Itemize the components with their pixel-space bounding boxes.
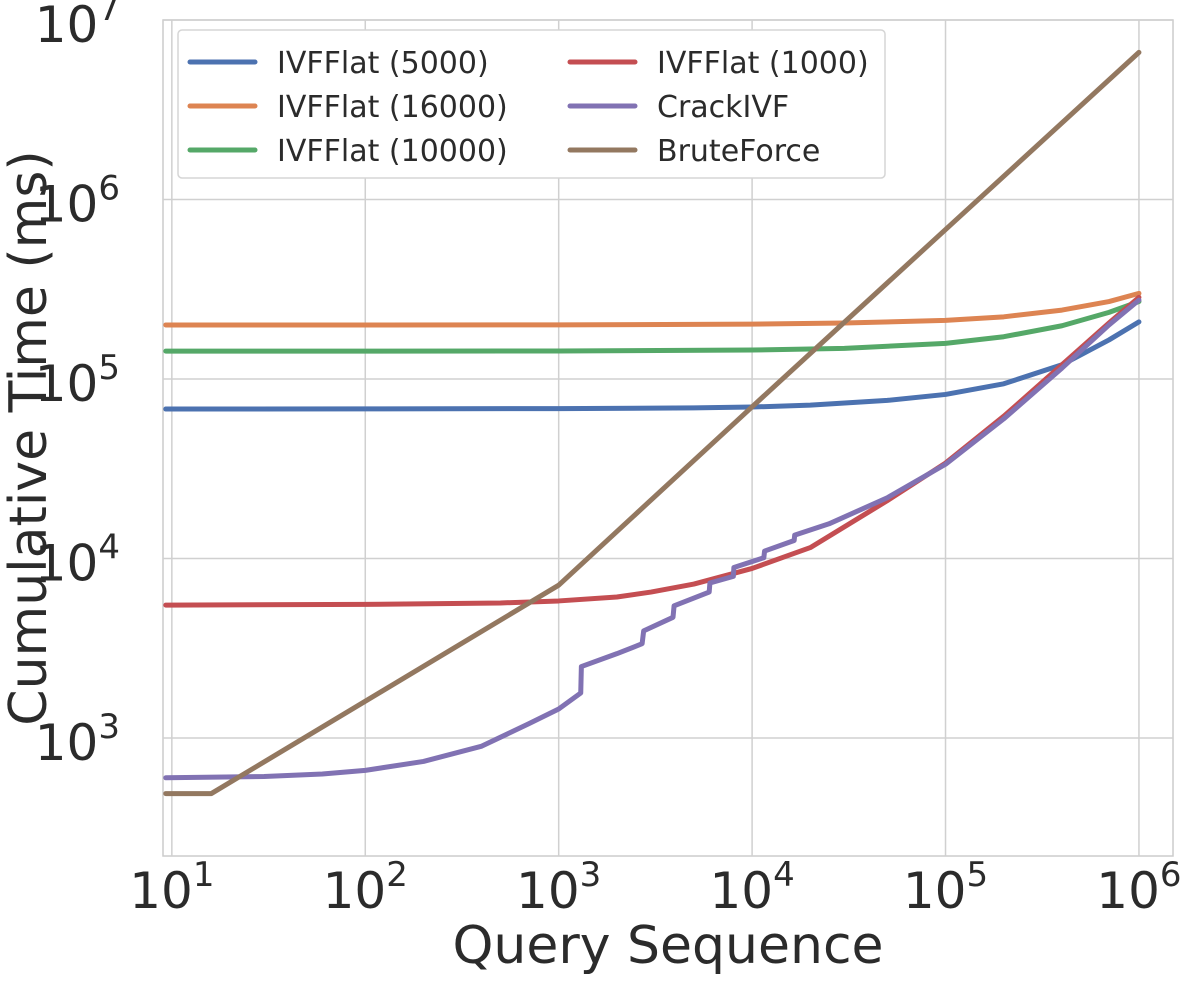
legend-label-ivfflat-16000: IVFFlat (16000): [277, 90, 508, 125]
y-axis-title: Cumulative Time (ms): [0, 150, 59, 725]
legend-box: [177, 29, 886, 179]
x-tick-label: 105: [903, 855, 988, 920]
x-axis-title: Query Sequence: [452, 916, 883, 976]
legend-label-bruteforce: BruteForce: [657, 134, 820, 169]
x-tick-label: 102: [323, 855, 408, 920]
series-line-crackivf: [163, 297, 1142, 781]
series-line-bruteforce: [163, 49, 1142, 797]
y-tick-label: 103: [35, 707, 120, 772]
series-layer: [163, 49, 1142, 797]
y-tick-label: 105: [35, 348, 120, 413]
legend-label-ivfflat-1000: IVFFlat (1000): [657, 46, 869, 81]
legend-label-ivfflat-5000: IVFFlat (5000): [277, 46, 489, 81]
y-tick-label: 106: [35, 168, 120, 233]
y-tick-labels: 103 104 105 106 107: [35, 0, 120, 772]
x-tick-label: 103: [516, 855, 601, 920]
legend: IVFFlat (5000) IVFFlat (16000) IVFFlat (10…: [177, 29, 886, 179]
legend-label-ivfflat-10000: IVFFlat (10000): [277, 134, 508, 169]
series-line-ivfflat-10000: [163, 299, 1142, 354]
x-tick-label: 106: [1096, 855, 1181, 920]
x-tick-labels: 101 102 103 104 105 106: [129, 855, 1181, 920]
y-tick-label: 107: [35, 0, 120, 54]
x-tick-label: 104: [709, 855, 794, 920]
series-line-ivfflat-16000: [163, 290, 1142, 328]
x-tick-label: 101: [129, 855, 214, 920]
legend-label-crackivf: CrackIVF: [657, 90, 789, 125]
y-tick-label: 104: [35, 527, 120, 592]
